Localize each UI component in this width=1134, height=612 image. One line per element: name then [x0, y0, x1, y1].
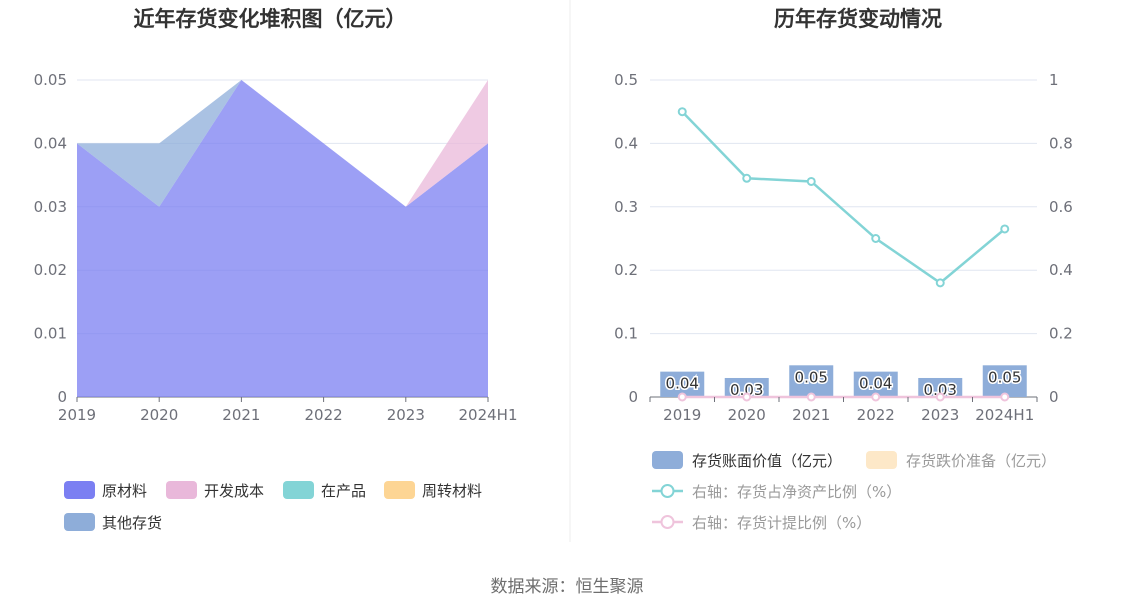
- left-legend-swatch: [283, 481, 314, 499]
- bar-0: [918, 377, 963, 397]
- line-point: [935, 392, 945, 402]
- data-source: 数据来源：恒生聚源: [491, 577, 644, 597]
- line-point: [871, 234, 881, 243]
- bar-0: [982, 365, 1027, 397]
- left-chart: 近年存货变化堆积图（亿元） 0 0.01 0.02 0.03 0.04 0.05 2019…: [34, 7, 518, 532]
- left-legend-label: 在产品: [321, 482, 366, 500]
- right-y2-tick: 1: [1049, 71, 1059, 89]
- line-point: [871, 392, 881, 402]
- right-y-tick: 0.3: [614, 198, 638, 216]
- left-legend-swatch: [64, 513, 95, 531]
- left-legend-label: 开发成本: [204, 482, 264, 500]
- left-legend-label: 其他存货: [102, 514, 162, 532]
- left-y-axis: 0 0.01 0.02 0.03 0.04 0.05: [34, 71, 67, 406]
- right-y2-tick: 0.4: [1049, 261, 1073, 279]
- bar-0: [724, 377, 769, 397]
- left-x-axis: 2019 2020 2021 2022 2023 2024H1: [58, 397, 518, 424]
- line-point: [1000, 392, 1010, 402]
- left-y-tick: 0.03: [34, 198, 67, 216]
- right-y2-tick: 0.6: [1049, 198, 1073, 216]
- left-legend-label: 原材料: [102, 482, 147, 500]
- right-y2-tick: 0.8: [1049, 134, 1073, 152]
- right-lines: [677, 107, 1010, 402]
- right-y2-tick: 0.2: [1049, 325, 1073, 343]
- left-legend-swatch: [64, 481, 95, 499]
- left-y-tick: 0.02: [34, 261, 67, 279]
- left-legend-swatch: [166, 481, 197, 499]
- line-point: [806, 176, 816, 186]
- right-x-tick: 2022: [857, 406, 895, 424]
- right-legend-swatch: [866, 451, 897, 469]
- left-chart-title: 近年存货变化堆积图（亿元）: [134, 7, 407, 31]
- bar-data-label: 0.03: [924, 381, 957, 399]
- right-chart-title: 历年存货变动情况: [774, 7, 942, 31]
- right-x-tick: 2020: [728, 406, 766, 424]
- right-legend-swatch: [652, 451, 683, 469]
- line-point: [742, 173, 752, 183]
- bar-data-label: 0.05: [795, 368, 828, 386]
- bar-data-label: 0.05: [988, 368, 1021, 386]
- right-y2-tick: 0: [1049, 388, 1059, 406]
- right-legend-label: 存货跌价准备（亿元）: [906, 452, 1056, 470]
- right-y-tick: 0: [628, 388, 638, 406]
- left-x-tick: 2024H1: [459, 406, 518, 424]
- bar-data-label: 0.03: [730, 381, 763, 399]
- line-point: [742, 392, 752, 402]
- right-left-y-axis: 0 0.1 0.2 0.3 0.4 0.5: [614, 71, 638, 406]
- right-y-tick: 0.2: [614, 261, 638, 279]
- left-x-tick: 2019: [58, 406, 96, 424]
- right-x-tick: 2021: [792, 406, 830, 424]
- left-x-tick: 2023: [387, 406, 425, 424]
- line-point: [677, 107, 687, 117]
- right-legend-label: 右轴：存货计提比例（%）: [692, 514, 871, 532]
- right-y-tick: 0.1: [614, 325, 638, 343]
- right-right-y-axis: 0 0.2 0.4 0.6 0.8 1: [1049, 71, 1073, 406]
- right-legend-label: 右轴：存货占净资产比例（%）: [692, 483, 901, 501]
- right-x-tick: 2019: [663, 406, 701, 424]
- left-y-tick: 0.04: [34, 134, 67, 152]
- line-series-0: [681, 110, 1006, 285]
- right-chart: 历年存货变动情况 0.04 0.03 0.05 0.04 0.03 0.05 0 0.1 0.…: [614, 7, 1073, 532]
- bar-0: [789, 365, 834, 397]
- right-grid: [650, 79, 1037, 398]
- line-point: [1000, 224, 1010, 234]
- left-y-tick: 0: [57, 388, 67, 406]
- line-point: [806, 392, 816, 402]
- left-x-tick: 2020: [140, 406, 178, 424]
- right-legend-label: 存货账面价值（亿元）: [692, 452, 842, 470]
- left-x-tick: 2022: [305, 406, 343, 424]
- line-point: [677, 392, 687, 402]
- left-legend-label: 周转材料: [422, 482, 482, 500]
- bar-data-label: 0.04: [859, 375, 892, 393]
- line-point: [935, 278, 945, 288]
- left-y-tick: 0.01: [34, 325, 67, 343]
- right-x-tick: 2023: [921, 406, 959, 424]
- right-bars: 0.04 0.03 0.05 0.04 0.03 0.05: [660, 365, 1027, 400]
- left-y-tick: 0.05: [34, 71, 67, 89]
- right-y-tick: 0.5: [614, 71, 638, 89]
- area-series-0: [77, 80, 488, 397]
- left-x-tick: 2021: [222, 406, 260, 424]
- area-series-4: [77, 80, 488, 207]
- right-legend-marker: [660, 484, 675, 498]
- right-x-tick: 2024H1: [975, 406, 1034, 424]
- right-legend-marker: [660, 515, 675, 529]
- left-areas: [77, 80, 488, 397]
- right-legend: 存货账面价值（亿元） 存货跌价准备（亿元） 右轴：存货占净资产比例（%） 右轴：存货计…: [652, 451, 1056, 532]
- left-legend-swatch: [384, 481, 415, 499]
- right-x-axis: 2019 2020 2021 2022 2023 2024H1: [649, 397, 1038, 424]
- bar-data-label: 0.04: [666, 375, 699, 393]
- right-y-tick: 0.4: [614, 134, 638, 152]
